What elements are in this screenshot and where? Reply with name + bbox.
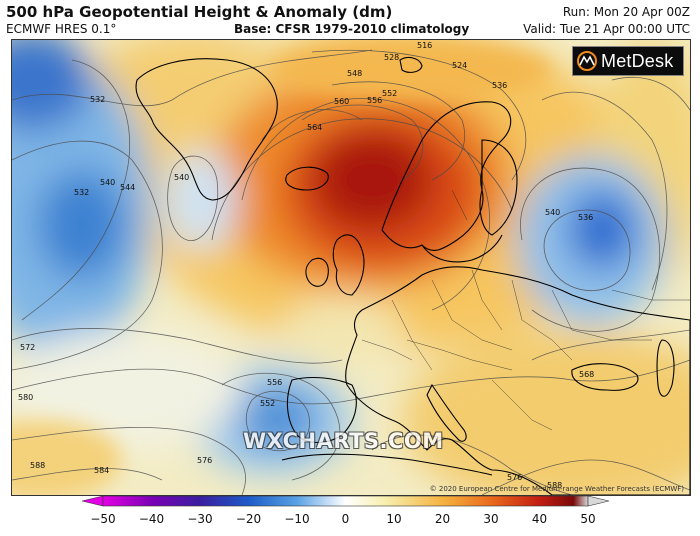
contour-label: 540 xyxy=(545,208,560,217)
metdesk-logo: MetDesk xyxy=(572,46,684,76)
colorbar-tick: −30 xyxy=(187,512,213,526)
chart-title: 500 hPa Geopotential Height & Anomaly (d… xyxy=(6,3,393,21)
map-panel[interactable]: 516 524 528 532 540 548 552 556 560 564 … xyxy=(11,39,691,496)
contour-label: 544 xyxy=(120,183,135,192)
copyright-notice: © 2020 European Centre for Medium-range … xyxy=(429,485,684,493)
contour-label: 548 xyxy=(347,69,362,78)
contour-label: 576 xyxy=(507,473,522,482)
contour-label: 588 xyxy=(547,481,562,490)
contour-label: 576 xyxy=(197,456,212,465)
contour-label: 560 xyxy=(334,97,349,106)
contour-label: 532 xyxy=(74,188,89,197)
colorbar-tick: 40 xyxy=(531,512,548,526)
contour-label: 540 xyxy=(100,178,115,187)
wxcharts-watermark: WXCHARTS.COM xyxy=(243,429,444,453)
run-time: Run: Mon 20 Apr 00Z xyxy=(562,5,690,19)
climatology-base: Base: CFSR 1979-2010 climatology xyxy=(234,22,470,36)
colorbar-tick: 10 xyxy=(386,512,402,526)
contour-label: 580 xyxy=(18,393,33,402)
contour-label: 572 xyxy=(20,343,35,352)
contour-label: 540 xyxy=(174,173,189,182)
colorbar-tick: −20 xyxy=(235,512,262,526)
metdesk-logo-icon xyxy=(577,51,597,71)
contour-label: 584 xyxy=(94,466,109,475)
contour-label: 528 xyxy=(384,53,399,62)
contour-label: 536 xyxy=(492,81,507,90)
contour-label: 556 xyxy=(367,96,382,105)
contour-label: 568 xyxy=(579,370,594,379)
colorbar-tick: 20 xyxy=(434,512,451,526)
contour-label: 524 xyxy=(452,61,467,70)
anomaly-colorbar xyxy=(81,496,610,507)
valid-time: Valid: Tue 21 Apr 00:00 UTC xyxy=(523,22,690,36)
contour-label: 536 xyxy=(578,213,593,222)
anomaly-map[interactable]: 516 524 528 532 540 548 552 556 560 564 … xyxy=(12,40,690,495)
contour-label: 552 xyxy=(382,89,397,98)
colorbar-tick: 50 xyxy=(580,512,596,526)
model-name: ECMWF HRES 0.1° xyxy=(6,22,117,36)
colorbar-tick: −40 xyxy=(138,512,165,526)
colorbar-tick: 30 xyxy=(483,512,499,526)
colorbar-tick: 0 xyxy=(341,512,350,526)
contour-label: 556 xyxy=(267,378,282,387)
colorbar-max-arrow xyxy=(587,496,610,507)
contour-label: 564 xyxy=(307,123,322,132)
contour-label: 516 xyxy=(417,41,432,50)
colorbar-gradient xyxy=(102,496,589,507)
contour-label: 552 xyxy=(260,399,275,408)
contour-label: 532 xyxy=(90,95,105,104)
colorbar-tick: −50 xyxy=(90,512,116,526)
colorbar-min-arrow xyxy=(81,496,104,507)
colorbar-tick: −10 xyxy=(284,512,310,526)
contour-label: 588 xyxy=(30,461,45,470)
metdesk-logo-text: MetDesk xyxy=(601,50,674,71)
